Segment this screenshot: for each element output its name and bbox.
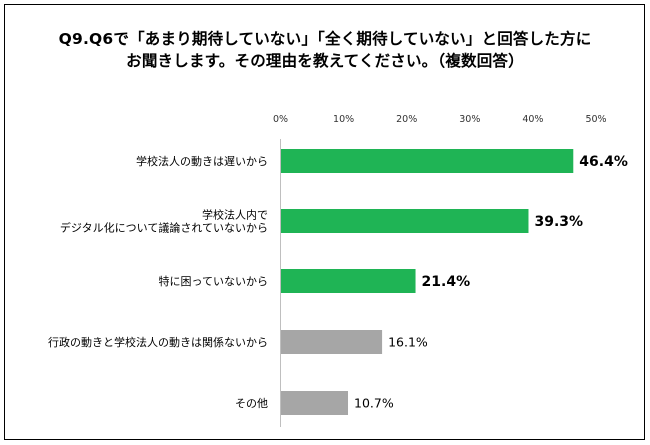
bar-value-label: 46.4% <box>579 154 628 170</box>
x-tick-label: 40% <box>522 114 543 125</box>
bar-value-label: 21.4% <box>422 274 471 290</box>
chart-title: Q9.Q6で「あまり期待していない」「全く期待していない」と回答した方に お聞き… <box>0 28 650 72</box>
x-tick-label: 50% <box>585 114 606 125</box>
bar <box>281 269 416 293</box>
category-label: 学校法人の動きは遅いから <box>136 154 268 168</box>
bar-value-label: 16.1% <box>388 335 428 350</box>
x-tick-label: 20% <box>396 114 417 125</box>
x-tick-label: 30% <box>459 114 480 125</box>
category-label: その他 <box>235 397 268 410</box>
bar <box>281 149 574 173</box>
category-label: デジタル化について議論されていないから <box>60 221 268 235</box>
bar-value-label: 39.3% <box>534 214 583 230</box>
category-label: 学校法人内で <box>202 208 268 222</box>
chart-title-line1: Q9.Q6で「あまり期待していない」「全く期待していない」と回答した方に <box>58 30 592 48</box>
x-tick-label: 10% <box>333 114 354 125</box>
category-label: 特に困っていないから <box>159 274 268 288</box>
bar-value-label: 10.7% <box>354 396 394 411</box>
x-tick-label: 0% <box>273 114 288 125</box>
chart-title-line2: お聞きします。その理由を教えてください。（複数回答） <box>126 52 524 70</box>
category-label: 行政の動きと学校法人の動きは関係ないから <box>48 335 268 349</box>
bar <box>281 330 383 354</box>
bar <box>281 209 529 233</box>
bar <box>281 391 349 415</box>
